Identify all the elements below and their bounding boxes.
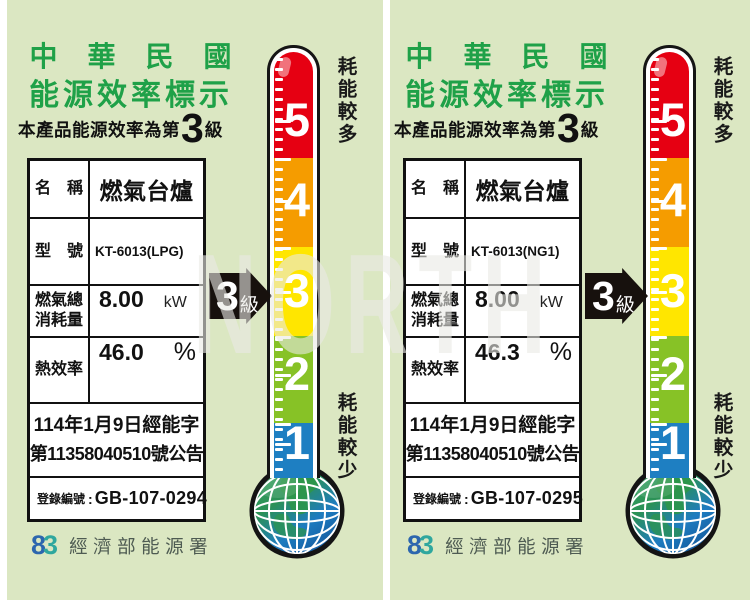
efficiency-value-cell: 46.0 % (90, 338, 203, 402)
efficiency-value: 46.3 (475, 339, 520, 365)
page-title: 中 華 民 國 (405, 41, 609, 72)
thermometer: 5 4 3 2 1 (267, 45, 320, 478)
grade-pointer-arrow: 3 級 (585, 268, 648, 324)
rating-prefix: 本產品能源效率為第 (18, 120, 180, 140)
consumption-value: 8.00 (475, 286, 520, 312)
registration: 登錄編號 : GB-107-0294 (30, 478, 207, 519)
efficiency-label: 熱效率 (406, 338, 464, 402)
model-label: 型 號 (406, 219, 464, 284)
level-4-number: 4 (659, 173, 686, 226)
consumption-value: 8.00 (99, 286, 144, 312)
efficiency-value-cell: 46.3 % (466, 338, 579, 402)
announcement: 114年1月9日經能字 第11358040510號公告 (406, 404, 580, 476)
consumption-unit: kW (539, 294, 563, 311)
product-name: 燃氣台爐 (90, 161, 203, 217)
efficiency-label: 熱效率 (30, 338, 88, 402)
rating-grade: 3 (181, 105, 204, 152)
rating-suffix: 級 (204, 120, 223, 140)
model-label: 型 號 (30, 219, 88, 284)
announcement: 114年1月9日經能字 第11358040510號公告 (30, 404, 204, 476)
energy-label-right: 中 華 民 國 能源效率標示 本產品能源效率為第 3 級 名 稱 燃氣台爐 型 … (390, 0, 750, 600)
moea-energy-logo-icon: 83 (407, 530, 434, 560)
globe-icon (625, 463, 721, 559)
energy-label-left: 中 華 民 國 能源效率標示 本產品能源效率為第 3 級 名 稱 燃氣台爐 型 … (7, 0, 383, 600)
agency-footer: 83 經濟部能源署 (407, 532, 589, 559)
agency-name: 經濟部能源署 (445, 535, 590, 557)
name-label: 名 稱 (30, 161, 88, 217)
agency-name: 經濟部能源署 (69, 535, 214, 557)
consumption-label: 燃氣總 消耗量 (30, 286, 88, 336)
model-value: KT-6013(NG1) (466, 219, 579, 284)
page-title: 中 華 民 國 (29, 41, 233, 72)
consumption-value-cell: 8.00 kW (90, 286, 203, 336)
consumption-unit: kW (163, 294, 187, 311)
product-name: 燃氣台爐 (466, 161, 579, 217)
level-3-number: 3 (283, 264, 310, 317)
rating-prefix: 本產品能源效率為第 (394, 120, 556, 140)
level-2-number: 2 (283, 347, 310, 400)
globe-icon (249, 463, 345, 559)
level-4-number: 4 (283, 173, 310, 226)
level-2-number: 2 (659, 347, 686, 400)
level-1-number: 1 (283, 416, 310, 469)
efficiency-unit: % (173, 338, 196, 366)
model-value: KT-6013(LPG) (90, 219, 203, 284)
rating-grade: 3 (557, 105, 580, 152)
moea-energy-logo-icon: 83 (31, 530, 58, 560)
rating-statement: 本產品能源效率為第 3 級 (18, 105, 223, 152)
spec-table: 名 稱 燃氣台爐 型 號 KT-6013(LPG) 燃氣總 消耗量 8.00 k… (27, 158, 207, 522)
efficiency-unit: % (549, 338, 572, 366)
spec-table: 名 稱 燃氣台爐 型 號 KT-6013(NG1) 燃氣總 消耗量 8.00 k… (403, 158, 583, 522)
registration-number: GB-107-0294 (94, 488, 208, 508)
caption-more-energy: 耗能較多 (710, 56, 732, 146)
level-1-number: 1 (659, 416, 686, 469)
caption-less-energy: 耗能較少 (334, 392, 356, 482)
registration: 登錄編號 : GB-107-0295 (406, 478, 583, 519)
rating-statement: 本產品能源效率為第 3 級 (394, 105, 599, 152)
page-subtitle: 能源效率標示 (29, 79, 233, 112)
caption-more-energy: 耗能較多 (334, 56, 356, 146)
consumption-label: 燃氣總 消耗量 (406, 286, 464, 336)
level-3-number: 3 (659, 264, 686, 317)
grade-pointer-arrow: 3 級 (209, 268, 272, 324)
registration-number: GB-107-0295 (470, 488, 584, 508)
page-subtitle: 能源效率標示 (405, 79, 609, 112)
thermometer: 5 4 3 2 1 (643, 45, 696, 478)
rating-suffix: 級 (580, 120, 599, 140)
consumption-value-cell: 8.00 kW (466, 286, 579, 336)
name-label: 名 稱 (406, 161, 464, 217)
level-5-number: 5 (283, 93, 310, 146)
agency-footer: 83 經濟部能源署 (31, 532, 213, 559)
efficiency-value: 46.0 (99, 339, 144, 365)
level-5-number: 5 (659, 93, 686, 146)
caption-less-energy: 耗能較少 (710, 392, 732, 482)
